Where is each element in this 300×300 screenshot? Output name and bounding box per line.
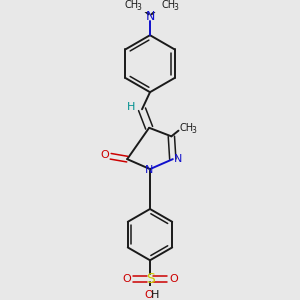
Text: S: S xyxy=(146,272,154,286)
Text: N: N xyxy=(144,165,153,175)
Text: O: O xyxy=(100,150,109,161)
Text: H: H xyxy=(151,290,159,300)
Text: CH: CH xyxy=(180,123,194,133)
Text: O: O xyxy=(122,274,131,284)
Text: 3: 3 xyxy=(173,3,178,12)
Text: O: O xyxy=(144,290,153,300)
Text: N: N xyxy=(174,154,183,164)
Text: CH: CH xyxy=(124,0,139,10)
Text: CH: CH xyxy=(161,0,176,10)
Text: 3: 3 xyxy=(136,3,141,12)
Text: H: H xyxy=(127,102,135,112)
Text: 3: 3 xyxy=(192,126,197,135)
Text: N: N xyxy=(145,10,155,23)
Text: O: O xyxy=(169,274,178,284)
